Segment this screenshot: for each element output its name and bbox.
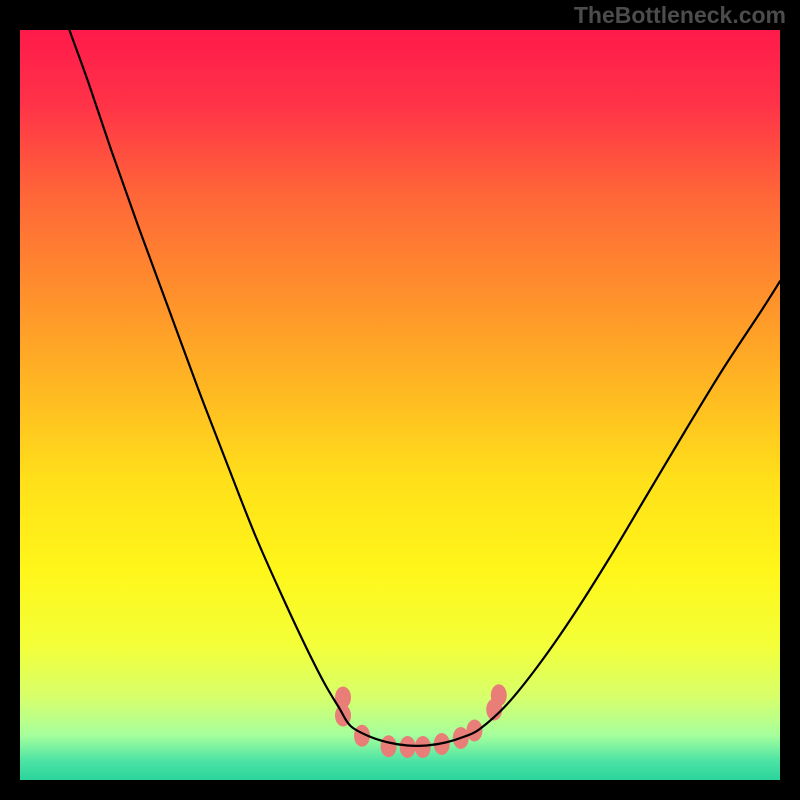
highlight-marker: [381, 735, 397, 757]
highlight-marker: [415, 736, 431, 758]
highlight-marker: [400, 736, 416, 758]
highlight-marker: [466, 720, 482, 742]
highlight-marker: [491, 684, 507, 706]
gradient-background: [20, 30, 780, 780]
watermark-text: TheBottleneck.com: [574, 2, 786, 29]
bottleneck-chart: [0, 0, 800, 800]
chart-stage: TheBottleneck.com: [0, 0, 800, 800]
